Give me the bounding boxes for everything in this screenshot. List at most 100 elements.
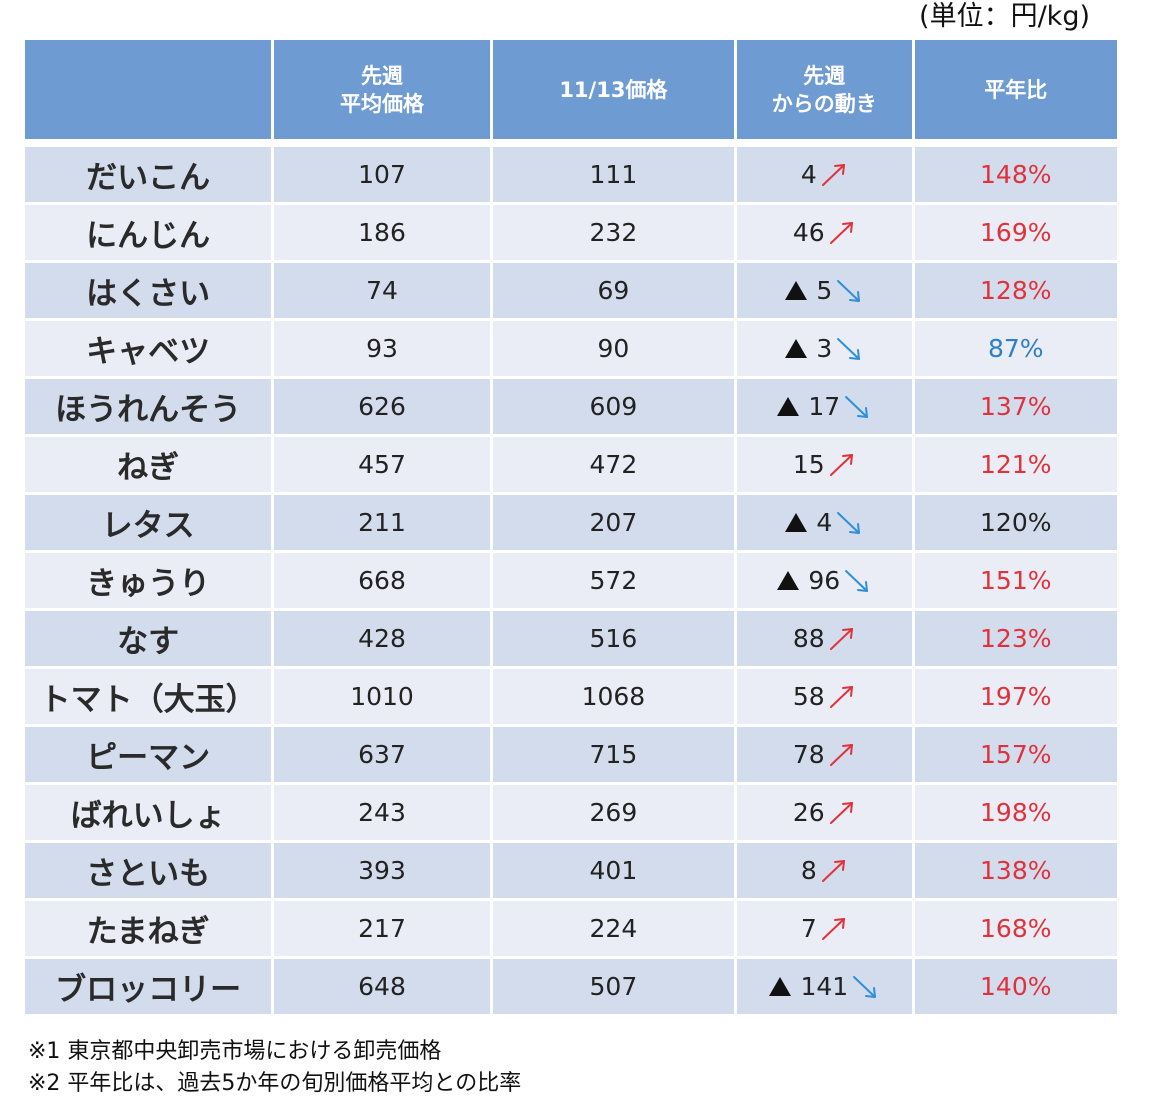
vegetable-name: にんじん bbox=[25, 205, 272, 260]
footnote-2: ※2 平年比は、過去5か年の旬別価格平均との比率 bbox=[28, 1071, 522, 1096]
change-value: 88 bbox=[792, 624, 825, 653]
ratio-value: 198% bbox=[914, 785, 1117, 840]
last-week-avg-value: 457 bbox=[274, 437, 490, 492]
vegetable-name: なす bbox=[25, 611, 272, 666]
vegetable-name: だいこん bbox=[25, 147, 272, 202]
header-last-week-avg: 先週 平均価格 bbox=[274, 40, 490, 139]
ratio-value: 151% bbox=[914, 553, 1117, 608]
table-row: さといも 393 401 8 138% bbox=[25, 843, 1117, 898]
change-indicator: 4 bbox=[801, 160, 848, 189]
last-week-avg-value: 393 bbox=[274, 843, 490, 898]
last-week-avg-value: 74 bbox=[274, 263, 490, 318]
table-row: ピーマン 637 715 78 157% bbox=[25, 727, 1117, 782]
change-cell: 3 bbox=[737, 321, 912, 376]
change-indicator: 15 bbox=[793, 450, 856, 479]
price-1113-value: 516 bbox=[492, 611, 735, 666]
price-1113-value: 507 bbox=[492, 959, 735, 1014]
price-1113-value: 401 bbox=[492, 843, 735, 898]
triangle-decrease-icon bbox=[785, 281, 808, 300]
ratio-value: 157% bbox=[914, 727, 1117, 782]
table-row: ブロッコリー 648 507 141 140% bbox=[25, 959, 1117, 1014]
arrow-up-right-icon bbox=[821, 859, 845, 882]
arrow-up-right-icon bbox=[829, 801, 853, 824]
change-indicator: 7 bbox=[801, 914, 848, 943]
last-week-avg-value: 428 bbox=[274, 611, 490, 666]
vegetable-name: レタス bbox=[25, 495, 272, 550]
price-1113-value: 472 bbox=[492, 437, 735, 492]
triangle-decrease-icon bbox=[785, 513, 808, 532]
triangle-decrease-icon bbox=[777, 397, 800, 416]
change-cell: 7 bbox=[737, 901, 912, 956]
price-1113-value: 90 bbox=[492, 321, 735, 376]
header-price-1113: 11/13価格 bbox=[492, 40, 735, 139]
triangle-decrease-icon bbox=[777, 571, 800, 590]
arrow-down-right-icon bbox=[845, 569, 869, 592]
change-cell: 88 bbox=[737, 611, 912, 666]
last-week-avg-value: 217 bbox=[274, 901, 490, 956]
table-row: きゅうり 668 572 96 151% bbox=[25, 553, 1117, 608]
vegetable-name: トマト（大玉） bbox=[25, 669, 272, 724]
table-row: なす 428 516 88 123% bbox=[25, 611, 1117, 666]
change-indicator: 3 bbox=[785, 334, 863, 363]
price-table: 先週 平均価格 11/13価格 先週 からの動き 平年比 だいこん 107 111 4… bbox=[25, 40, 1117, 1017]
price-1113-value: 207 bbox=[492, 495, 735, 550]
price-1113-value: 224 bbox=[492, 901, 735, 956]
price-1113-value: 232 bbox=[492, 205, 735, 260]
price-1113-value: 715 bbox=[492, 727, 735, 782]
header-change: 先週 からの動き bbox=[737, 40, 912, 139]
change-value: 46 bbox=[792, 218, 825, 247]
change-cell: 78 bbox=[737, 727, 912, 782]
change-cell: 4 bbox=[737, 495, 912, 550]
vegetable-name: ほうれんそう bbox=[25, 379, 272, 434]
unit-label: (単位：円/kg) bbox=[919, 1, 1090, 32]
change-value: 5 bbox=[816, 276, 833, 305]
ratio-value: 128% bbox=[914, 263, 1117, 318]
header-ratio: 平年比 bbox=[914, 40, 1117, 139]
ratio-value: 197% bbox=[914, 669, 1117, 724]
change-value: 7 bbox=[800, 914, 817, 943]
triangle-decrease-icon bbox=[769, 977, 792, 996]
price-1113-value: 111 bbox=[492, 147, 735, 202]
change-indicator: 17 bbox=[777, 392, 871, 421]
change-value: 58 bbox=[792, 682, 825, 711]
vegetable-name: キャベツ bbox=[25, 321, 272, 376]
change-indicator: 46 bbox=[793, 218, 856, 247]
change-indicator: 96 bbox=[777, 566, 871, 595]
change-indicator: 8 bbox=[801, 856, 848, 885]
arrow-down-right-icon bbox=[845, 395, 869, 418]
arrow-down-right-icon bbox=[837, 337, 861, 360]
change-indicator: 26 bbox=[793, 798, 856, 827]
change-value: 96 bbox=[808, 566, 841, 595]
arrow-up-right-icon bbox=[821, 917, 845, 940]
ratio-value: 137% bbox=[914, 379, 1117, 434]
ratio-value: 121% bbox=[914, 437, 1117, 492]
price-1113-value: 269 bbox=[492, 785, 735, 840]
change-cell: 46 bbox=[737, 205, 912, 260]
ratio-value: 120% bbox=[914, 495, 1117, 550]
last-week-avg-value: 668 bbox=[274, 553, 490, 608]
change-value: 4 bbox=[800, 160, 817, 189]
price-1113-value: 1068 bbox=[492, 669, 735, 724]
table-row: だいこん 107 111 4 148% bbox=[25, 147, 1117, 202]
table-row: ほうれんそう 626 609 17 137% bbox=[25, 379, 1117, 434]
change-cell: 96 bbox=[737, 553, 912, 608]
table-row: ばれいしょ 243 269 26 198% bbox=[25, 785, 1117, 840]
triangle-decrease-icon bbox=[785, 339, 808, 358]
arrow-up-right-icon bbox=[829, 743, 853, 766]
last-week-avg-value: 243 bbox=[274, 785, 490, 840]
change-indicator: 4 bbox=[785, 508, 863, 537]
vegetable-name: ばれいしょ bbox=[25, 785, 272, 840]
table-row: キャベツ 93 90 3 87% bbox=[25, 321, 1117, 376]
last-week-avg-value: 186 bbox=[274, 205, 490, 260]
change-value: 26 bbox=[792, 798, 825, 827]
table-row: トマト（大玉） 1010 1068 58 197% bbox=[25, 669, 1117, 724]
change-cell: 17 bbox=[737, 379, 912, 434]
arrow-down-right-icon bbox=[837, 279, 861, 302]
change-cell: 141 bbox=[737, 959, 912, 1014]
vegetable-name: ブロッコリー bbox=[25, 959, 272, 1014]
change-value: 8 bbox=[800, 856, 817, 885]
last-week-avg-value: 648 bbox=[274, 959, 490, 1014]
arrow-up-right-icon bbox=[829, 685, 853, 708]
change-cell: 15 bbox=[737, 437, 912, 492]
last-week-avg-value: 1010 bbox=[274, 669, 490, 724]
